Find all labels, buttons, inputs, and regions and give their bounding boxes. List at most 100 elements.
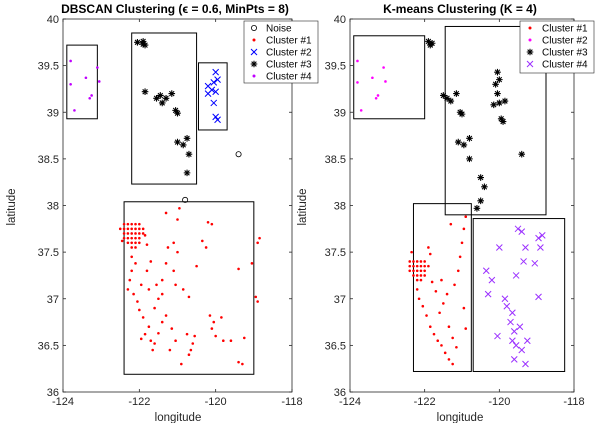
kmeans-point [412,274,415,277]
kmeans-point [503,302,511,310]
kmeans-x-tick-label: -122 [414,396,436,408]
kmeans-point [512,272,520,279]
kmeans-point [495,244,503,251]
kmeans-point [455,345,458,349]
dbscan-point [143,234,147,237]
kmeans-point [494,90,501,97]
kmeans-cluster-box-1 [353,35,426,120]
dbscan-point [90,94,93,97]
kmeans-cluster-box-2 [444,25,547,216]
dbscan-cluster-box-1 [66,44,98,120]
dbscan-point [210,222,214,226]
dbscan-point [168,90,176,97]
kmeans-point [477,174,484,181]
kmeans-point [419,269,423,273]
kmeans-point [415,269,419,273]
dbscan-legend-marker [250,24,257,31]
dbscan-point [183,135,191,142]
kmeans-point [359,109,363,112]
kmeans-point [412,260,415,263]
kmeans-legend-marker [526,60,534,68]
dbscan-point [130,255,133,259]
dbscan-point [195,264,198,268]
dbscan-point [139,38,147,45]
dbscan-legend-label: Noise [266,24,292,35]
kmeans-axes-background [350,19,574,392]
dbscan-point [181,288,185,291]
dbscan-point [191,342,195,345]
dbscan-point [141,88,149,96]
kmeans-point [382,66,385,69]
kmeans-point [482,267,490,275]
kmeans-xlabel: longitude [437,412,484,423]
dbscan-point [178,206,181,210]
kmeans-point [419,264,423,268]
dbscan-point [132,292,135,296]
kmeans-axes-frame [349,18,575,393]
kmeans-point [488,276,496,284]
dbscan-point [185,332,189,336]
dbscan-point [120,239,124,243]
kmeans-point [492,80,499,88]
kmeans-point [415,274,419,277]
dbscan-point [189,348,193,352]
kmeans-point [445,292,449,296]
kmeans-point [423,274,426,277]
dbscan-point [134,39,141,46]
kmeans-point [432,332,436,336]
dbscan-point [176,250,179,254]
kmeans-point [356,81,359,84]
kmeans-point [458,110,466,118]
dbscan-point [139,283,143,287]
kmeans-point [436,339,440,343]
dbscan-point [134,227,137,231]
dbscan-point [126,288,130,291]
dbscan-legend-marker [252,74,256,78]
dbscan-point [139,337,143,341]
dbscan-point [126,232,130,235]
dbscan-point [212,320,216,324]
dbscan-title: DBSCAN Clustering (ϵ = 0.6, MinPts = 8) [61,2,289,16]
kmeans-point [415,278,419,282]
dbscan-point [126,227,130,231]
kmeans-series-2 [356,59,387,112]
dbscan-point [143,332,147,336]
kmeans-point [438,311,441,315]
dbscan-point [138,222,141,226]
dbscan-point [210,79,218,86]
kmeans-legend-label: Cluster #1 [542,24,588,35]
kmeans-point [427,246,430,249]
dbscan-point [208,314,212,317]
dbscan-point [164,211,168,215]
kmeans-point [462,227,466,231]
dbscan-point [182,196,189,203]
kmeans-point [494,332,501,340]
dbscan-point [164,314,168,317]
kmeans-y-tick-label: 40 [334,14,346,26]
dbscan-point [237,267,240,271]
kmeans-ylabel: latitude [297,188,309,225]
dbscan-point [126,241,130,245]
kmeans-point [454,138,462,146]
kmeans-point [449,222,453,226]
dbscan-point [155,283,158,287]
kmeans-point [434,289,438,293]
dbscan-y-tick-label: 39 [47,107,59,119]
kmeans-point [428,39,436,47]
dbscan-point [122,227,126,231]
kmeans-point [466,155,473,163]
kmeans-point [440,278,443,282]
dbscan-point [160,278,164,282]
kmeans-point [460,141,468,149]
kmeans-point [451,362,454,366]
dbscan-point [73,109,76,112]
dbscan-point [147,325,151,329]
dbscan-point [254,295,258,299]
kmeans-point [427,264,430,268]
dbscan-point [164,262,168,265]
kmeans-legend-marker [526,48,534,56]
dbscan-point [153,94,160,102]
dbscan-point [138,227,141,231]
dbscan-point [183,169,191,177]
dbscan-point [130,227,133,231]
